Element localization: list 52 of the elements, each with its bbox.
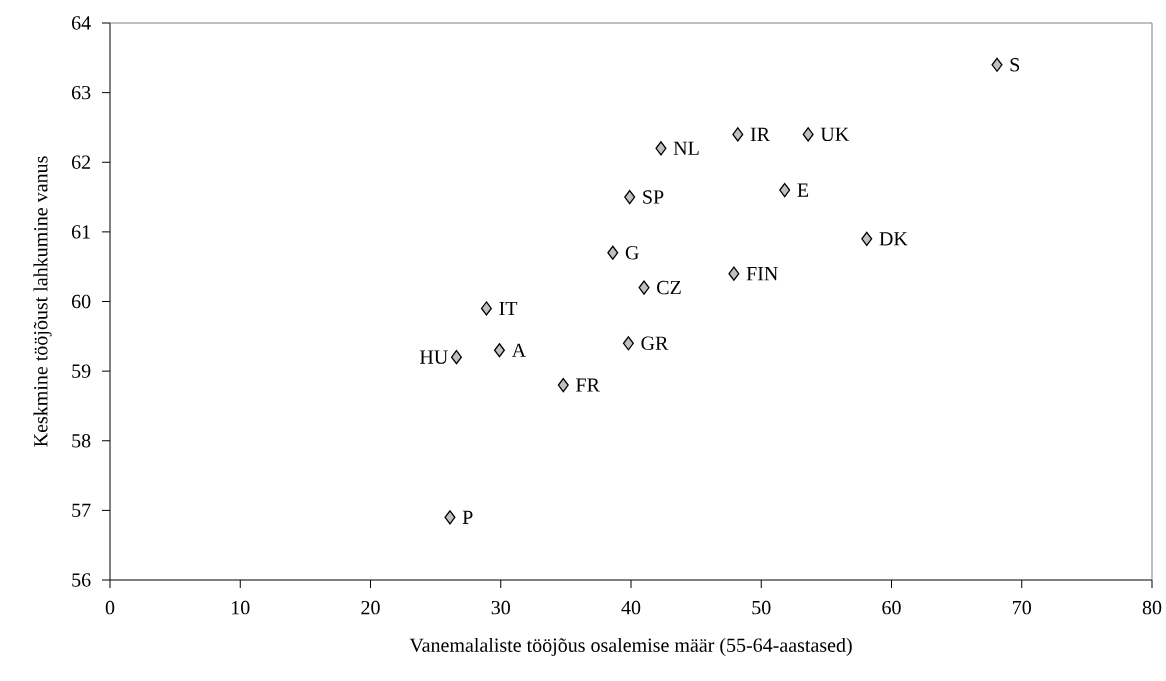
annotation: G (625, 246, 639, 260)
annotation: NL (673, 141, 699, 155)
x-tick-label: 40 (621, 600, 641, 615)
x-axis-title: Vanemalaliste tööjõus osalemise määr (55-64-aastased) (409, 637, 852, 657)
y-tick-label: 59 (72, 364, 91, 378)
point (728, 266, 740, 281)
annotation: FIN (746, 267, 778, 281)
y-axis-title: Keskmine tööjõust lahkumine vanus (33, 156, 52, 447)
y-tick-label: 62 (71, 155, 91, 169)
annotation: SP (643, 190, 664, 204)
y-tick-label: 56 (72, 573, 91, 587)
y-tick-label: 64 (71, 16, 91, 30)
annotation: UK (820, 127, 850, 142)
point (622, 336, 634, 351)
x-tick-label: 30 (491, 600, 510, 615)
point (732, 127, 744, 142)
point (802, 127, 814, 142)
annotation: P (462, 510, 473, 524)
point (480, 301, 492, 316)
y-tick-label: 57 (72, 503, 91, 518)
x-tick-label: 0 (105, 600, 115, 615)
point (655, 141, 667, 156)
annotation: S (1010, 58, 1020, 72)
x-tick-label: 80 (1142, 600, 1162, 615)
y-tick-label: 60 (71, 294, 91, 309)
annotation: HU (419, 350, 448, 364)
point (444, 510, 456, 525)
x-tick-label: 50 (752, 600, 771, 615)
annotation: FR (576, 378, 600, 392)
point (861, 231, 873, 246)
point (607, 245, 619, 260)
point (624, 189, 636, 205)
annotation: IT (499, 301, 518, 316)
x-tick-label: 10 (232, 600, 250, 615)
y-tick-label: 61 (71, 225, 90, 239)
annotation: DK (879, 232, 908, 246)
point (557, 377, 569, 393)
annotation: GR (641, 336, 669, 350)
annotation: IR (750, 127, 770, 141)
point (450, 350, 462, 365)
annotation: CZ (657, 280, 681, 295)
point (779, 182, 791, 198)
x-tick-label: 20 (361, 600, 380, 615)
annotation: A (511, 343, 526, 357)
y-tick-label: 63 (71, 85, 91, 100)
point (638, 280, 650, 295)
point (493, 343, 505, 358)
y-tick-label: 58 (72, 434, 91, 448)
x-tick-label: 70 (1013, 600, 1031, 615)
x-tick-label: 60 (882, 600, 901, 615)
annotation: E (797, 183, 809, 197)
point (991, 57, 1003, 72)
